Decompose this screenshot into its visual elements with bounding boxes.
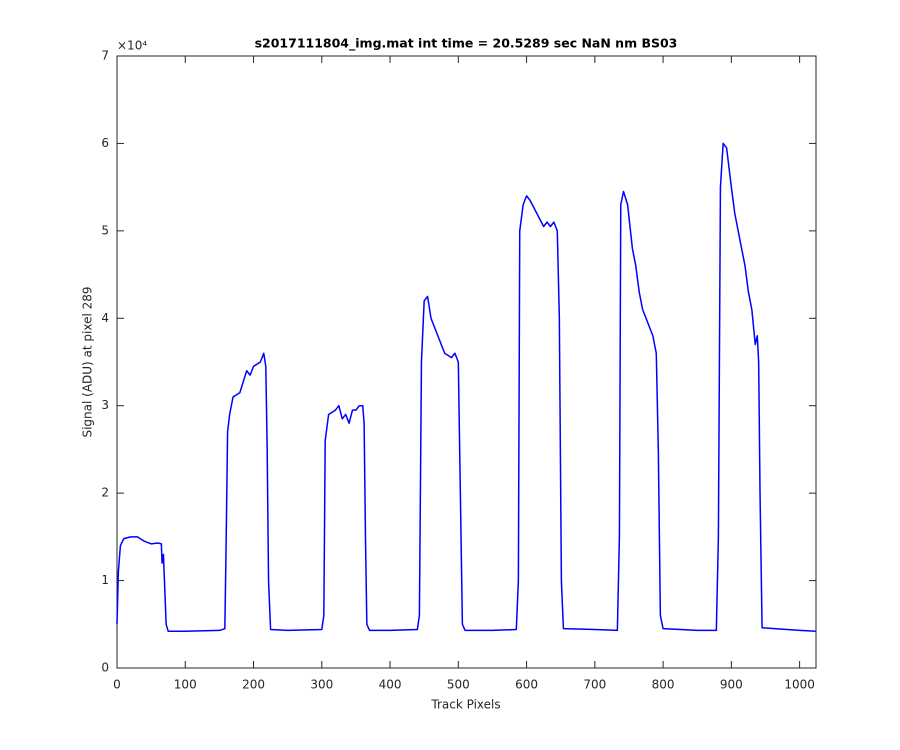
x-tick-label: 200 bbox=[242, 678, 265, 692]
y-tick-label: 0 bbox=[101, 661, 109, 675]
y-tick-label: 3 bbox=[101, 398, 109, 412]
chart-title: s2017111804_img.mat int time = 20.5289 s… bbox=[255, 36, 678, 52]
x-tick-label: 600 bbox=[515, 678, 538, 692]
y-tick-label: 5 bbox=[101, 223, 109, 237]
x-axis-label: Track Pixels bbox=[430, 698, 500, 712]
x-tick-label: 700 bbox=[583, 678, 606, 692]
y-tick-label: 7 bbox=[101, 49, 109, 63]
y-tick-label: 2 bbox=[101, 486, 109, 500]
y-exponent-label: ×10⁴ bbox=[117, 39, 147, 53]
x-tick-label: 400 bbox=[379, 678, 402, 692]
x-tick-label: 300 bbox=[310, 678, 333, 692]
y-tick-label: 1 bbox=[101, 573, 109, 587]
x-tick-label: 500 bbox=[447, 678, 470, 692]
x-tick-label: 800 bbox=[652, 678, 675, 692]
x-tick-label: 1000 bbox=[784, 678, 815, 692]
signal-line bbox=[116, 142, 817, 633]
x-tick-label: 100 bbox=[174, 678, 197, 692]
y-axis-label: Signal (ADU) at pixel 289 bbox=[81, 286, 95, 437]
axes-box bbox=[116, 55, 817, 669]
x-tick-label: 900 bbox=[720, 678, 743, 692]
x-tick-label: 0 bbox=[113, 678, 121, 692]
y-tick-label: 4 bbox=[101, 311, 109, 325]
y-tick-label: 6 bbox=[101, 136, 109, 150]
